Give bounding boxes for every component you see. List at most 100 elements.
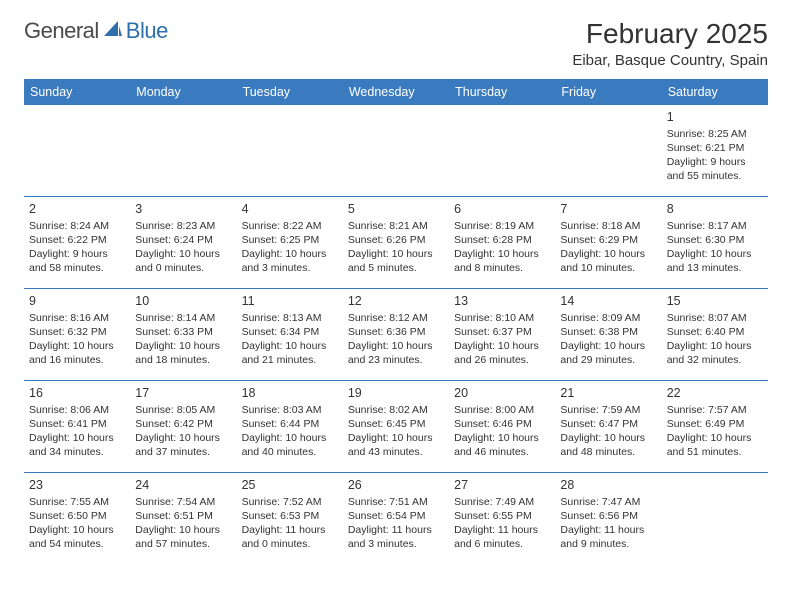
daylight-text: Daylight: 10 hours and 40 minutes. bbox=[242, 431, 338, 459]
daylight-text: Daylight: 10 hours and 54 minutes. bbox=[29, 523, 125, 551]
calendar-day: 9Sunrise: 8:16 AMSunset: 6:32 PMDaylight… bbox=[24, 289, 130, 381]
calendar-day: 19Sunrise: 8:02 AMSunset: 6:45 PMDayligh… bbox=[343, 381, 449, 473]
daylight-text: Daylight: 10 hours and 34 minutes. bbox=[29, 431, 125, 459]
daylight-text: Daylight: 11 hours and 3 minutes. bbox=[348, 523, 444, 551]
day-number: 25 bbox=[242, 477, 338, 494]
calendar-week: 2Sunrise: 8:24 AMSunset: 6:22 PMDaylight… bbox=[24, 197, 768, 289]
calendar-week: 1Sunrise: 8:25 AMSunset: 6:21 PMDaylight… bbox=[24, 105, 768, 197]
sunset-text: Sunset: 6:53 PM bbox=[242, 509, 338, 523]
sunrise-text: Sunrise: 8:06 AM bbox=[29, 403, 125, 417]
sunset-text: Sunset: 6:56 PM bbox=[560, 509, 656, 523]
day-number: 9 bbox=[29, 293, 125, 310]
sunset-text: Sunset: 6:28 PM bbox=[454, 233, 550, 247]
calendar-day: 7Sunrise: 8:18 AMSunset: 6:29 PMDaylight… bbox=[555, 197, 661, 289]
sunrise-text: Sunrise: 7:59 AM bbox=[560, 403, 656, 417]
sunrise-text: Sunrise: 7:57 AM bbox=[667, 403, 763, 417]
sunrise-text: Sunrise: 8:02 AM bbox=[348, 403, 444, 417]
calendar-day: 12Sunrise: 8:12 AMSunset: 6:36 PMDayligh… bbox=[343, 289, 449, 381]
sunset-text: Sunset: 6:37 PM bbox=[454, 325, 550, 339]
calendar-body: 1Sunrise: 8:25 AMSunset: 6:21 PM Daylight… bbox=[24, 105, 768, 565]
sunrise-text: Sunrise: 7:52 AM bbox=[242, 495, 338, 509]
calendar-day: 28Sunrise: 7:47 AMSunset: 6:56 PMDayligh… bbox=[555, 473, 661, 565]
sunrise-text: Sunrise: 8:24 AM bbox=[29, 219, 125, 233]
day-number: 14 bbox=[560, 293, 656, 310]
calendar-day: 4Sunrise: 8:22 AMSunset: 6:25 PMDaylight… bbox=[237, 197, 343, 289]
calendar-day: 1Sunrise: 8:25 AMSunset: 6:21 PMDaylight… bbox=[662, 105, 768, 197]
sunrise-text: Sunrise: 8:07 AM bbox=[667, 311, 763, 325]
sunrise-text: Sunrise: 8:16 AM bbox=[29, 311, 125, 325]
location-label: Eibar, Basque Country, Spain bbox=[572, 52, 768, 69]
sunset-text: Sunset: 6:36 PM bbox=[348, 325, 444, 339]
day-number: 27 bbox=[454, 477, 550, 494]
day-number: 19 bbox=[348, 385, 444, 402]
sail-icon bbox=[103, 18, 123, 44]
sunrise-text: Sunrise: 8:12 AM bbox=[348, 311, 444, 325]
calendar-day: 25Sunrise: 7:52 AMSunset: 6:53 PMDayligh… bbox=[237, 473, 343, 565]
sunrise-text: Sunrise: 7:55 AM bbox=[29, 495, 125, 509]
calendar-day: 3Sunrise: 8:23 AMSunset: 6:24 PMDaylight… bbox=[130, 197, 236, 289]
sunset-text: Sunset: 6:42 PM bbox=[135, 417, 231, 431]
sunset-text: Sunset: 6:32 PM bbox=[29, 325, 125, 339]
sunset-text: Sunset: 6:21 PM bbox=[667, 141, 763, 155]
sunrise-text: Sunrise: 8:23 AM bbox=[135, 219, 231, 233]
daylight-text: Daylight: 10 hours and 48 minutes. bbox=[560, 431, 656, 459]
sunset-text: Sunset: 6:22 PM bbox=[29, 233, 125, 247]
page-header: General Blue February 2025 Eibar, Basque… bbox=[24, 18, 768, 69]
daylight-text: Daylight: 10 hours and 3 minutes. bbox=[242, 247, 338, 275]
calendar-table: SundayMondayTuesdayWednesdayThursdayFrid… bbox=[24, 79, 768, 565]
sunrise-text: Sunrise: 8:09 AM bbox=[560, 311, 656, 325]
sunrise-text: Sunrise: 7:47 AM bbox=[560, 495, 656, 509]
sunset-text: Sunset: 6:47 PM bbox=[560, 417, 656, 431]
daylight-text: Daylight: 10 hours and 21 minutes. bbox=[242, 339, 338, 367]
brand-word-2: Blue bbox=[126, 18, 168, 44]
day-number: 12 bbox=[348, 293, 444, 310]
daylight-text: Daylight: 10 hours and 8 minutes. bbox=[454, 247, 550, 275]
daylight-text: Daylight: 11 hours and 9 minutes. bbox=[560, 523, 656, 551]
day-number: 23 bbox=[29, 477, 125, 494]
daylight-text: Daylight: 10 hours and 18 minutes. bbox=[135, 339, 231, 367]
calendar-day-empty bbox=[555, 105, 661, 197]
calendar-day: 21Sunrise: 7:59 AMSunset: 6:47 PMDayligh… bbox=[555, 381, 661, 473]
calendar-day: 2Sunrise: 8:24 AMSunset: 6:22 PMDaylight… bbox=[24, 197, 130, 289]
sunrise-text: Sunrise: 7:51 AM bbox=[348, 495, 444, 509]
daylight-text: Daylight: 10 hours and 43 minutes. bbox=[348, 431, 444, 459]
day-number: 3 bbox=[135, 201, 231, 218]
sunrise-text: Sunrise: 8:13 AM bbox=[242, 311, 338, 325]
day-number: 1 bbox=[667, 109, 763, 126]
daylight-text: Daylight: 10 hours and 29 minutes. bbox=[560, 339, 656, 367]
sunrise-text: Sunrise: 8:03 AM bbox=[242, 403, 338, 417]
sunrise-text: Sunrise: 8:18 AM bbox=[560, 219, 656, 233]
calendar-day-empty bbox=[237, 105, 343, 197]
calendar-day: 11Sunrise: 8:13 AMSunset: 6:34 PMDayligh… bbox=[237, 289, 343, 381]
sunset-text: Sunset: 6:40 PM bbox=[667, 325, 763, 339]
daylight-text: Daylight: 10 hours and 26 minutes. bbox=[454, 339, 550, 367]
daylight-text: Daylight: 10 hours and 46 minutes. bbox=[454, 431, 550, 459]
calendar-week: 23Sunrise: 7:55 AMSunset: 6:50 PMDayligh… bbox=[24, 473, 768, 565]
daylight-text: Daylight: 10 hours and 10 minutes. bbox=[560, 247, 656, 275]
daylight-text: Daylight: 11 hours and 6 minutes. bbox=[454, 523, 550, 551]
day-number: 10 bbox=[135, 293, 231, 310]
sunrise-text: Sunrise: 8:14 AM bbox=[135, 311, 231, 325]
calendar-day: 16Sunrise: 8:06 AMSunset: 6:41 PMDayligh… bbox=[24, 381, 130, 473]
day-number: 24 bbox=[135, 477, 231, 494]
sunset-text: Sunset: 6:25 PM bbox=[242, 233, 338, 247]
sunset-text: Sunset: 6:54 PM bbox=[348, 509, 444, 523]
day-number: 16 bbox=[29, 385, 125, 402]
calendar-day: 8Sunrise: 8:17 AMSunset: 6:30 PMDaylight… bbox=[662, 197, 768, 289]
sunset-text: Sunset: 6:29 PM bbox=[560, 233, 656, 247]
sunrise-text: Sunrise: 8:21 AM bbox=[348, 219, 444, 233]
sunrise-text: Sunrise: 8:22 AM bbox=[242, 219, 338, 233]
day-number: 5 bbox=[348, 201, 444, 218]
sunset-text: Sunset: 6:30 PM bbox=[667, 233, 763, 247]
daylight-text: Daylight: 10 hours and 0 minutes. bbox=[135, 247, 231, 275]
calendar-day: 10Sunrise: 8:14 AMSunset: 6:33 PMDayligh… bbox=[130, 289, 236, 381]
calendar-day: 14Sunrise: 8:09 AMSunset: 6:38 PMDayligh… bbox=[555, 289, 661, 381]
month-title: February 2025 bbox=[572, 18, 768, 50]
sunrise-text: Sunrise: 8:19 AM bbox=[454, 219, 550, 233]
sunset-text: Sunset: 6:46 PM bbox=[454, 417, 550, 431]
day-number: 6 bbox=[454, 201, 550, 218]
calendar-day: 17Sunrise: 8:05 AMSunset: 6:42 PMDayligh… bbox=[130, 381, 236, 473]
sunrise-text: Sunrise: 8:25 AM bbox=[667, 127, 763, 141]
sunset-text: Sunset: 6:49 PM bbox=[667, 417, 763, 431]
calendar-header-row: SundayMondayTuesdayWednesdayThursdayFrid… bbox=[24, 80, 768, 105]
